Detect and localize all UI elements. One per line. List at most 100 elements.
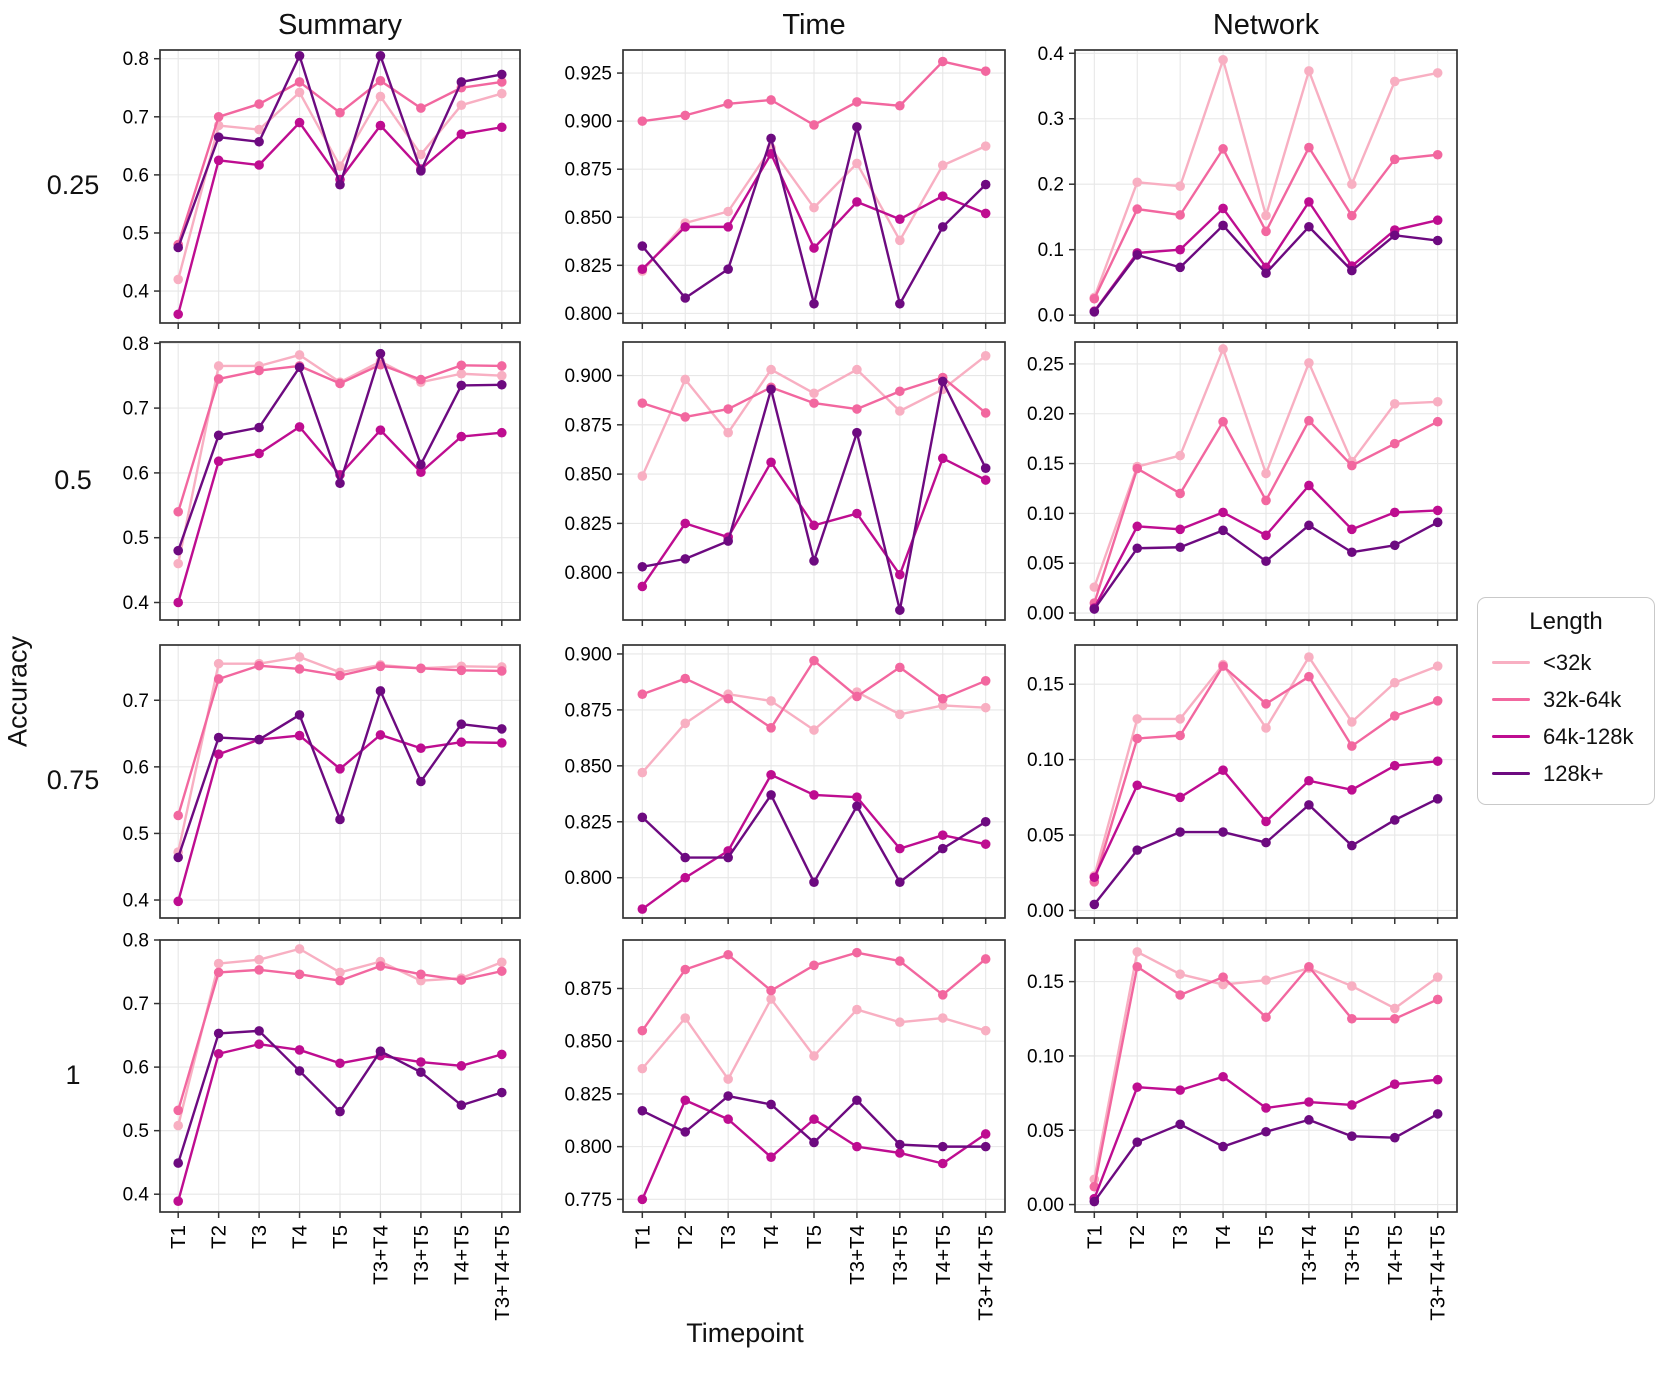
legend-entry-label: 128k+	[1543, 760, 1604, 786]
svg-text:0.10: 0.10	[1027, 750, 1064, 771]
svg-text:0.5: 0.5	[123, 1121, 149, 1142]
svg-text:0.8: 0.8	[123, 49, 149, 70]
subplot-time-0.25: 0.800 0.825 0.850 0.875 0.900 0.925	[564, 49, 1006, 329]
column-title-network: Network	[1212, 9, 1320, 41]
legend-title: Length	[1529, 608, 1603, 635]
legend-entries: <32k 32k-64k 64k-128k 128k+	[1478, 644, 1654, 792]
svg-text:T3: T3	[717, 1225, 740, 1249]
svg-text:0.875: 0.875	[564, 160, 612, 181]
svg-text:0.5: 0.5	[123, 824, 149, 845]
subplot-network-0.25: 0.0 0.1 0.2 0.3 0.4	[1038, 44, 1458, 329]
legend-line-swatch-icon	[1492, 661, 1530, 664]
svg-text:0.4: 0.4	[123, 593, 150, 614]
subplot-summary-1: 0.4 0.5 0.6 0.7 0.8 T1 T2 T3 T4 T5 T3+T4 T3+T5 T4+T5…	[123, 931, 521, 1321]
subplot-network-0.5: 0.00 0.05 0.10 0.15 0.20 0.25	[1027, 341, 1458, 626]
svg-text:0.825: 0.825	[564, 514, 612, 535]
svg-text:0.4: 0.4	[1038, 44, 1065, 65]
svg-text:T3+T4: T3+T4	[1298, 1225, 1321, 1285]
row-label-1: 1	[65, 1060, 81, 1090]
subplot-summary-0.75: 0.4 0.5 0.6 0.7	[123, 644, 521, 924]
legend-line-swatch-icon	[1492, 698, 1530, 701]
subplot-network-0.75: 0.00 0.05 0.10 0.15	[1027, 644, 1458, 924]
svg-text:T3+T4: T3+T4	[846, 1225, 869, 1285]
subplot-summary-0.5: 0.4 0.5 0.6 0.7 0.8	[123, 334, 521, 626]
legend-line-swatch-icon	[1492, 772, 1530, 775]
svg-text:0.850: 0.850	[564, 465, 612, 486]
svg-text:T3+T4+T5: T3+T4+T5	[1427, 1225, 1450, 1321]
svg-text:0.15: 0.15	[1027, 454, 1064, 475]
svg-text:0.800: 0.800	[564, 304, 612, 325]
svg-text:0.2: 0.2	[1038, 175, 1064, 196]
subplot-time-0.75: 0.800 0.825 0.850 0.875 0.900	[564, 644, 1006, 924]
svg-text:0.6: 0.6	[123, 1058, 149, 1079]
legend-entry: 64k-128k	[1478, 718, 1654, 755]
svg-text:0.7: 0.7	[123, 399, 149, 420]
svg-text:T4+T5: T4+T5	[1384, 1225, 1407, 1285]
legend-entry-label: <32k	[1543, 649, 1592, 675]
svg-text:0.5: 0.5	[123, 223, 149, 244]
svg-text:0.8: 0.8	[123, 931, 149, 952]
svg-text:0.10: 0.10	[1027, 504, 1064, 525]
svg-text:0.20: 0.20	[1027, 404, 1064, 425]
svg-text:T4: T4	[760, 1225, 783, 1249]
svg-text:0.850: 0.850	[564, 756, 612, 777]
svg-text:0.900: 0.900	[564, 112, 612, 133]
row-label-0.75: 0.75	[46, 765, 100, 795]
legend-entry: <32k	[1478, 644, 1654, 681]
legend-entry-label: 32k-64k	[1543, 686, 1622, 712]
svg-text:T3: T3	[248, 1225, 271, 1249]
svg-text:T3: T3	[1169, 1225, 1192, 1249]
svg-text:0.800: 0.800	[564, 563, 612, 584]
svg-text:0.1: 0.1	[1038, 240, 1064, 261]
svg-text:0.825: 0.825	[564, 1084, 612, 1105]
svg-text:0.825: 0.825	[564, 812, 612, 833]
column-title-summary: Summary	[277, 9, 403, 41]
svg-text:0.0: 0.0	[1038, 306, 1064, 327]
svg-text:0.25: 0.25	[1027, 354, 1064, 375]
svg-text:0.800: 0.800	[564, 868, 612, 889]
svg-text:0.4: 0.4	[123, 1185, 150, 1206]
svg-text:T3+T4+T5: T3+T4+T5	[491, 1225, 514, 1321]
svg-text:0.850: 0.850	[564, 1032, 612, 1053]
svg-text:T4: T4	[289, 1225, 312, 1249]
svg-text:T3+T5: T3+T5	[1341, 1225, 1364, 1285]
svg-text:T4+T5: T4+T5	[450, 1225, 473, 1285]
column-title-time: Time	[782, 9, 846, 41]
subplot-time-0.5: 0.800 0.825 0.850 0.875 0.900	[564, 341, 1006, 626]
svg-text:0.800: 0.800	[564, 1137, 612, 1158]
legend-entry: 128k+	[1478, 755, 1654, 792]
svg-text:0.05: 0.05	[1027, 826, 1064, 847]
svg-text:0.15: 0.15	[1027, 675, 1064, 696]
svg-text:0.8: 0.8	[123, 334, 149, 355]
svg-text:0.05: 0.05	[1027, 1121, 1064, 1142]
svg-text:0.825: 0.825	[564, 256, 612, 277]
svg-text:0.4: 0.4	[123, 282, 150, 303]
svg-text:0.3: 0.3	[1038, 109, 1064, 130]
svg-text:T5: T5	[803, 1225, 826, 1249]
legend-entry: 32k-64k	[1478, 681, 1654, 718]
svg-text:0.4: 0.4	[123, 891, 150, 912]
svg-text:T3+T5: T3+T5	[410, 1225, 433, 1285]
svg-text:T3+T5: T3+T5	[889, 1225, 912, 1285]
svg-text:T1: T1	[1083, 1225, 1106, 1249]
svg-text:0.15: 0.15	[1027, 972, 1064, 993]
svg-text:T2: T2	[1126, 1225, 1149, 1249]
svg-text:T1: T1	[167, 1225, 190, 1249]
svg-text:0.875: 0.875	[564, 979, 612, 1000]
svg-text:0.00: 0.00	[1027, 1195, 1064, 1216]
svg-text:0.900: 0.900	[564, 366, 612, 387]
x-axis-label: Timepoint	[686, 1318, 804, 1348]
svg-text:0.05: 0.05	[1027, 554, 1064, 575]
svg-text:T3+T4: T3+T4	[369, 1225, 392, 1285]
y-axis-label: Accuracy	[2, 635, 33, 748]
subplot-time-1: 0.775 0.800 0.825 0.850 0.875 T1 T2 T3 T4 T5 T3+T4…	[564, 939, 1006, 1321]
svg-text:0.00: 0.00	[1027, 604, 1064, 625]
svg-text:0.7: 0.7	[123, 107, 149, 128]
legend: Length <32k 32k-64k 64k-128k 128k+	[1477, 597, 1655, 805]
svg-text:T2: T2	[208, 1225, 231, 1249]
svg-text:0.900: 0.900	[564, 644, 612, 665]
row-label-0.5: 0.5	[54, 465, 92, 495]
svg-text:0.775: 0.775	[564, 1190, 612, 1211]
svg-text:0.850: 0.850	[564, 208, 612, 229]
